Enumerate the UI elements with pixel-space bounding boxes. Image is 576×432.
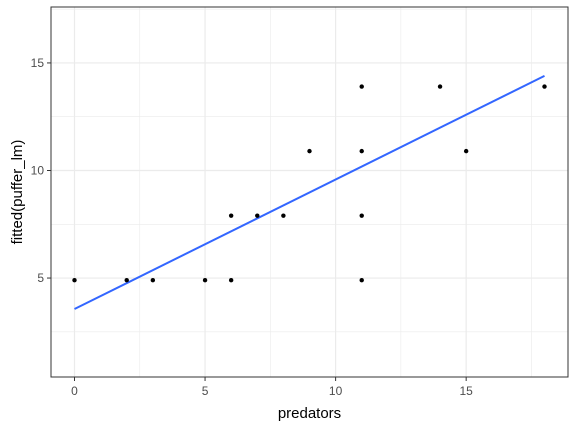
x-axis-title: predators [278, 405, 341, 422]
data-point [542, 84, 547, 89]
data-point [359, 84, 364, 89]
data-point [359, 213, 364, 218]
data-point [228, 213, 234, 218]
x-tick-label: 0 [71, 384, 78, 398]
x-tick-label: 5 [202, 384, 209, 398]
y-tick-label: 15 [31, 56, 45, 70]
data-point [255, 213, 260, 218]
data-point [359, 277, 364, 283]
y-tick-label: 5 [37, 271, 44, 285]
data-point [124, 277, 129, 283]
data-point [359, 148, 364, 154]
y-tick-label: 10 [31, 163, 45, 177]
y-axis-ticks: 5 10 15 [31, 56, 51, 285]
points-layer [72, 84, 547, 283]
data-point [202, 277, 208, 283]
fit-line-layer [74, 74, 545, 310]
data-point [72, 277, 77, 283]
y-axis-title: fitted(puffer_lm) [9, 140, 26, 245]
data-point [281, 213, 286, 218]
minor-gridlines [51, 7, 568, 377]
data-point [437, 84, 443, 89]
regression-line [74, 74, 545, 310]
data-point [228, 277, 234, 283]
x-tick-label: 15 [459, 384, 473, 398]
x-axis-ticks: 0 5 10 15 [71, 377, 473, 398]
x-tick-label: 10 [329, 384, 343, 398]
data-point [150, 277, 156, 283]
major-gridlines [51, 7, 568, 377]
panel-border [50, 6, 569, 378]
data-point [463, 148, 469, 154]
data-point [307, 148, 312, 154]
